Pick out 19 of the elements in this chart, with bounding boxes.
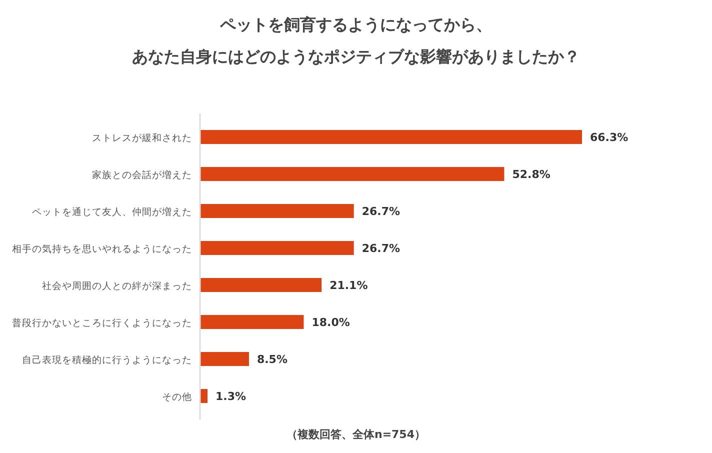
y-tick-label: その他: [162, 391, 192, 403]
data-label: 8.5%: [256, 353, 288, 366]
data-label: 18.0%: [312, 316, 350, 329]
y-tick-label: 家族との会話が増えた: [92, 169, 192, 181]
y-tick-label: 自己表現を積極的に行うようになった: [22, 354, 192, 366]
data-label: 66.3%: [590, 131, 628, 144]
data-label: 21.1%: [330, 279, 368, 292]
y-tick-label: ストレスが緩和された: [92, 132, 192, 144]
y-tick-label: 社会や周囲の人との絆が深まった: [42, 280, 192, 292]
chart-title: ペットを飼育するようになってから、: [219, 15, 492, 34]
y-tick-label: 相手の気持ちを思いやれるようになった: [12, 243, 192, 255]
y-tick-label: 普段行かないところに行くようになった: [12, 317, 192, 329]
data-label: 1.3%: [215, 390, 246, 403]
y-tick-label: ペットを通じて友人、仲間が増えた: [32, 206, 192, 218]
text: （複数回答、全体n=754）: [286, 428, 426, 441]
data-label: 26.7%: [362, 242, 400, 255]
chart-subtitle: あなた自身にはどのようなポジティブな影響がありましたか？: [132, 47, 580, 66]
data-label: 52.8%: [512, 168, 550, 181]
data-label: 26.7%: [362, 205, 400, 218]
